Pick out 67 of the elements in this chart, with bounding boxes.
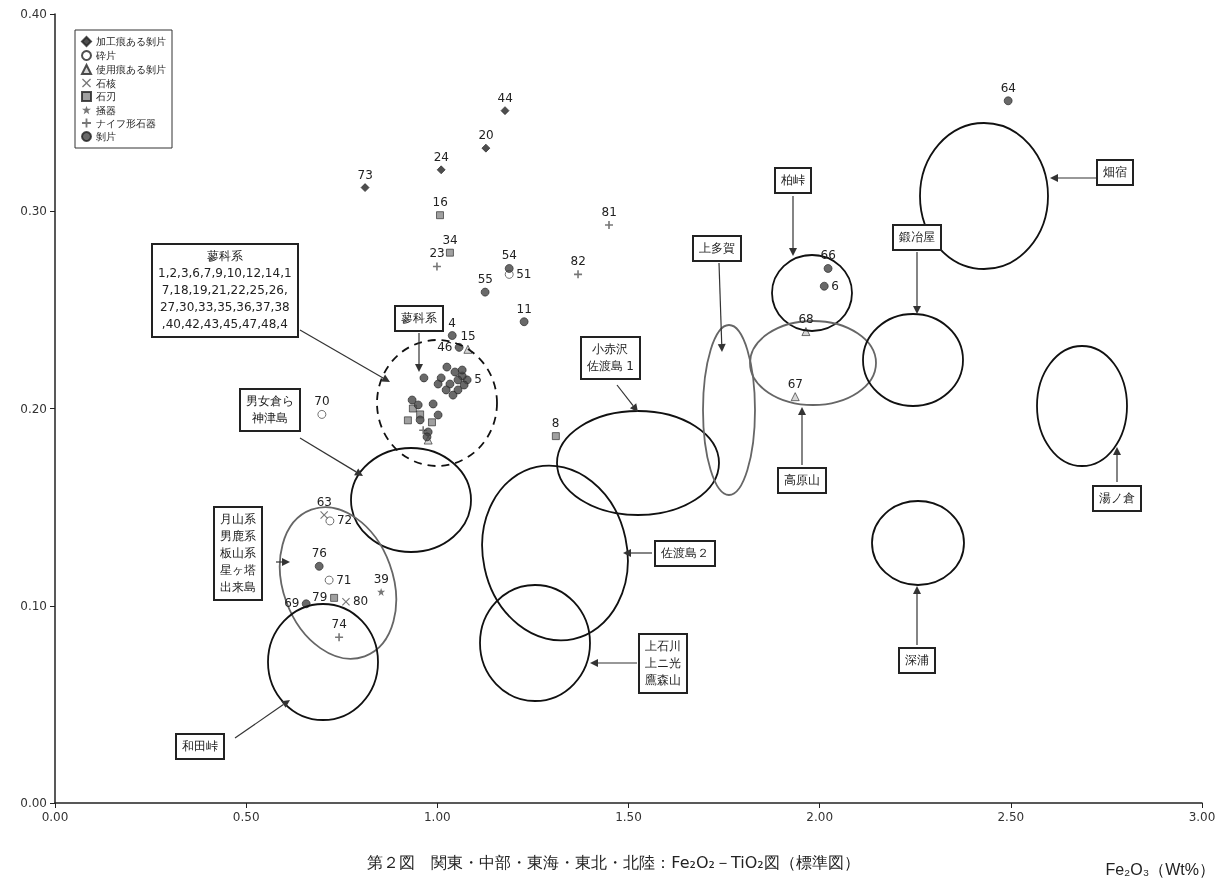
legend-label: ナイフ形石器 — [96, 117, 156, 129]
legend-label: 石核 — [96, 77, 116, 89]
annotation: 46 — [437, 339, 453, 354]
x-tick-label: 0.00 — [41, 810, 69, 824]
annotation: 8 — [551, 416, 560, 431]
annotation: 81 — [601, 205, 617, 220]
annotation: 上多賀 — [699, 239, 735, 257]
x-axis-title: Fe₂O₃（Wt%） — [1105, 860, 1216, 878]
legend-label: 石刃 — [96, 91, 116, 102]
x-tick-label: 2.50 — [997, 810, 1025, 824]
annotation: 24 — [433, 149, 449, 164]
legend-label: 剝片 — [95, 131, 116, 142]
text: 第２図 関東・中部・東海・東北・北陸：Fe₂O₂－TiO₂図（標準図） — [367, 852, 860, 872]
annotation: 15 — [460, 329, 476, 344]
annotation: 和田峠 — [182, 737, 218, 755]
annotation: 鍛冶屋 — [899, 228, 935, 246]
annotation: 上石川上ニ光鷹森山 — [645, 637, 681, 689]
annotation: 小赤沢佐渡島 1 — [586, 341, 634, 375]
legend-label: 掻器 — [96, 104, 116, 116]
annotation: 佐渡島２ — [661, 544, 709, 562]
annotation: 54 — [501, 248, 517, 263]
x-tick-label: 0.50 — [232, 810, 260, 824]
annotation: 23 — [429, 246, 445, 261]
annotation: 73 — [357, 167, 373, 182]
annotation: 51 — [516, 266, 532, 281]
x-tick-label: 1.00 — [423, 810, 451, 824]
annotation: 80 — [352, 594, 369, 609]
annotation: 72 — [336, 513, 353, 528]
annotation: 16 — [432, 195, 448, 210]
annotation: 4 — [448, 315, 456, 330]
annotation: 湯ノ倉 — [1099, 489, 1135, 507]
annotation: 76 — [311, 546, 327, 561]
annotation: 39 — [373, 571, 389, 586]
annotation: 74 — [331, 617, 347, 632]
annotation: 6 — [831, 278, 839, 293]
annotation: 深浦 — [905, 651, 929, 669]
annotation: 5 — [474, 372, 482, 387]
y-tick-label: 0.30 — [20, 204, 47, 219]
annotation: 蓼科系 — [401, 309, 437, 327]
x-tick-label: 1.50 — [615, 810, 642, 824]
annotation: 64 — [1000, 80, 1016, 95]
annotation: 55 — [477, 272, 493, 287]
annotation: 34 — [442, 232, 458, 247]
annotation: 柏峠 — [781, 171, 805, 189]
y-tick-label: 0.20 — [20, 401, 47, 416]
annotation: 67 — [787, 376, 803, 391]
annotation: 71 — [336, 572, 352, 587]
annotation: 11 — [516, 301, 532, 316]
legend-label: 砕片 — [95, 50, 116, 61]
annotation: 20 — [478, 128, 494, 143]
annotation: 男女倉ら神津島 — [246, 393, 294, 427]
x-tick-label: 3.00 — [1188, 810, 1216, 824]
annotation: 82 — [570, 254, 586, 269]
y-tick-label: 0.10 — [20, 598, 47, 613]
annotation: 畑宿 — [1103, 163, 1127, 181]
legend-label: 使用痕ある剝片 — [96, 64, 166, 75]
y-tick-label: 0.00 — [20, 796, 47, 810]
annotation: 高原山 — [784, 471, 820, 489]
x-tick-label: 2.00 — [806, 810, 834, 824]
annotation: 月山系男鹿系板山系星ヶ塔出来島 — [220, 510, 256, 596]
annotation: 79 — [312, 590, 328, 605]
annotation: 44 — [497, 90, 513, 105]
annotation: 63 — [316, 495, 332, 509]
annotation: 70 — [314, 394, 330, 409]
y-tick-label: 0.40 — [20, 7, 47, 21]
annotation: 蓼科系1,2,3,6,7,9,10,12,14,17,18,19,21,22,25,26,27,30,33,35,36,37,38,40,42,43,45,47,48,4 — [158, 247, 292, 333]
legend-label: 加工痕ある剝片 — [96, 36, 166, 47]
